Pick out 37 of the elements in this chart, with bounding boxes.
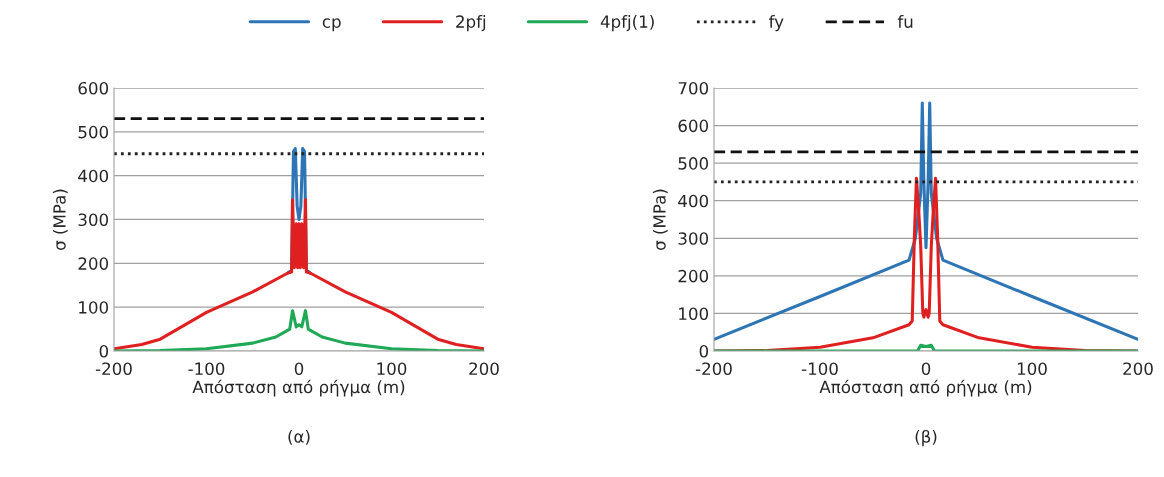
x-tick-label: 0	[921, 362, 931, 376]
y-tick-label: 600	[678, 119, 709, 133]
text: (β)	[915, 429, 937, 447]
x-tick-label: -100	[801, 362, 838, 376]
y-tick-label: 400	[78, 169, 109, 183]
y-tick-label: 0	[99, 344, 109, 358]
y-tick-label: 100	[79, 301, 109, 314]
y-tick-label: 400	[678, 194, 709, 208]
text: (α)	[288, 429, 310, 445]
y-tick-label: 300	[678, 232, 709, 245]
y-tick-label: 600	[78, 81, 109, 95]
x-tick-label: 200	[469, 362, 499, 376]
y-tick-label: 500	[678, 157, 709, 170]
y-tick-label: 0	[699, 344, 709, 358]
y-tick-label: 500	[78, 125, 109, 139]
legend-label: cp	[322, 18, 341, 32]
x-tick-label: -200	[95, 362, 132, 376]
x-axis-title: Απόσταση από ρήγμα (m)	[819, 379, 1032, 397]
x-tick-label: 0	[294, 362, 304, 376]
y-tick-label: 100	[679, 307, 709, 320]
y-axis-title: σ (MPa)	[52, 189, 68, 250]
y-tick-label: 700	[678, 81, 709, 95]
line-series	[714, 101, 1138, 341]
x-tick-label: 100	[377, 362, 407, 376]
legend-label: fy	[768, 15, 784, 32]
x-tick-label: -100	[188, 362, 225, 376]
x-tick-label: -200	[695, 362, 732, 376]
y-tick-label: 200	[678, 269, 709, 283]
legend-label: 4pfj(1)	[600, 15, 654, 32]
y-tick-label: 200	[78, 257, 109, 270]
x-tick-label: 100	[1017, 362, 1047, 376]
x-axis-title: Απόσταση από ρήγμα (m)	[192, 379, 405, 397]
y-tick-label: 300	[78, 213, 109, 227]
legend-label: 2pfj	[456, 15, 486, 32]
y-axis-title: σ (MPa)	[652, 189, 668, 250]
x-tick-label: 200	[1123, 362, 1153, 376]
legend-label: fu	[897, 15, 913, 28]
